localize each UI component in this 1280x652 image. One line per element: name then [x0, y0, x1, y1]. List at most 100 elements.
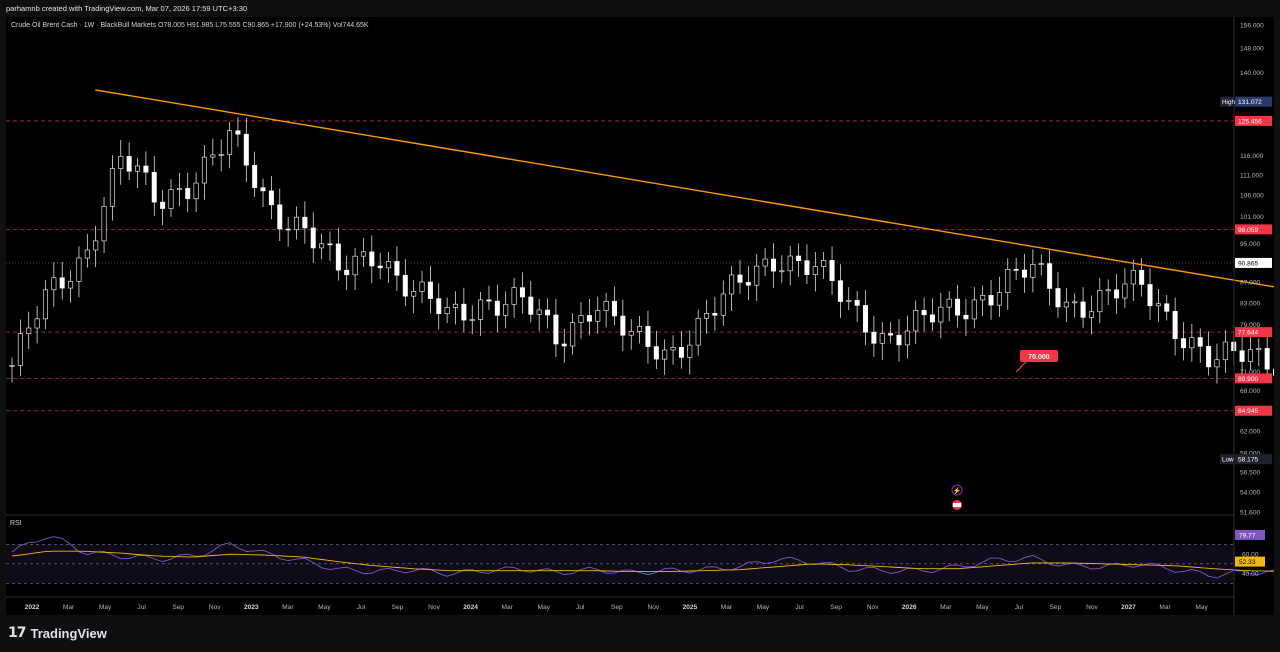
candle-body[interactable] — [143, 165, 149, 173]
candle-body[interactable] — [185, 188, 191, 200]
candle-body[interactable] — [268, 190, 274, 206]
candle-body[interactable] — [1164, 303, 1170, 312]
candle-body[interactable] — [879, 333, 885, 344]
candle-body[interactable] — [1239, 350, 1245, 362]
chart-frame[interactable]: Crude Oil Brent Cash · 1W · BlackBull Ma… — [6, 17, 1280, 615]
candle-body[interactable] — [1072, 301, 1078, 304]
candle-body[interactable] — [1273, 368, 1279, 376]
candle-body[interactable] — [1114, 289, 1120, 299]
candle-body[interactable] — [386, 261, 392, 269]
candle-body[interactable] — [17, 333, 23, 366]
candle-body[interactable] — [863, 305, 869, 333]
candle-body[interactable] — [68, 281, 74, 289]
candle-body[interactable] — [486, 299, 492, 302]
candle-body[interactable] — [578, 315, 584, 323]
candle-body[interactable] — [754, 265, 760, 286]
candle-body[interactable] — [779, 270, 785, 273]
event-icons[interactable]: ⚡ — [951, 484, 963, 510]
candle-body[interactable] — [561, 343, 567, 347]
candle-body[interactable] — [946, 298, 952, 308]
candle-body[interactable] — [888, 333, 894, 336]
candle-body[interactable] — [528, 296, 534, 315]
candle-body[interactable] — [59, 277, 65, 289]
candle-body[interactable] — [687, 344, 693, 358]
candle-body[interactable] — [854, 300, 860, 306]
candle-body[interactable] — [369, 251, 375, 267]
candle-body[interactable] — [762, 258, 768, 267]
price-chart[interactable]: Crude Oil Brent Cash · 1W · BlackBull Ma… — [6, 17, 1280, 615]
candle-body[interactable] — [176, 188, 182, 190]
candle-body[interactable] — [938, 306, 944, 323]
candle-body[interactable] — [971, 299, 977, 320]
candle-body[interactable] — [243, 133, 249, 166]
candle-body[interactable] — [519, 287, 525, 298]
candle-body[interactable] — [1247, 349, 1253, 362]
candle-body[interactable] — [595, 310, 601, 322]
candle-body[interactable] — [980, 295, 986, 301]
candle-body[interactable] — [285, 228, 291, 231]
candle-body[interactable] — [1063, 301, 1069, 308]
candle-body[interactable] — [712, 313, 718, 316]
candle-body[interactable] — [1180, 338, 1186, 349]
candle-body[interactable] — [310, 227, 316, 249]
candle-body[interactable] — [620, 315, 626, 336]
candle-body[interactable] — [720, 293, 726, 316]
candle-body[interactable] — [235, 130, 241, 135]
candle-body[interactable] — [151, 171, 157, 203]
candle-body[interactable] — [586, 315, 592, 322]
candle-body[interactable] — [210, 154, 216, 158]
candle-body[interactable] — [9, 365, 15, 367]
orange-trendline[interactable] — [95, 89, 1280, 410]
candle-body[interactable] — [344, 269, 350, 276]
candle-body[interactable] — [729, 274, 735, 295]
candle-body[interactable] — [913, 310, 919, 332]
candle-body[interactable] — [829, 260, 835, 281]
candle-body[interactable] — [1197, 337, 1203, 347]
candle-body[interactable] — [34, 318, 40, 329]
candle-body[interactable] — [611, 300, 617, 317]
candle-body[interactable] — [84, 249, 90, 259]
candle-body[interactable] — [812, 266, 818, 275]
candle-body[interactable] — [109, 168, 115, 207]
candle-body[interactable] — [1088, 311, 1094, 318]
candle-body[interactable] — [1214, 359, 1220, 368]
candle-body[interactable] — [871, 331, 877, 344]
candle-body[interactable] — [377, 265, 383, 269]
rsi-line[interactable] — [11, 536, 1280, 579]
candle-body[interactable] — [76, 257, 82, 282]
candle-body[interactable] — [135, 165, 141, 172]
candle-body[interactable] — [478, 299, 484, 320]
candle-body[interactable] — [411, 291, 417, 297]
candle-body[interactable] — [536, 309, 542, 315]
rsi-ma-line[interactable] — [11, 550, 1280, 573]
candle-body[interactable] — [1097, 289, 1103, 313]
candle-body[interactable] — [1022, 269, 1028, 278]
candle-body[interactable] — [645, 326, 651, 347]
candle-body[interactable] — [511, 287, 517, 305]
candle-body[interactable] — [352, 255, 358, 276]
candle-body[interactable] — [637, 326, 643, 332]
candle-body[interactable] — [294, 216, 300, 230]
candle-body[interactable] — [1256, 348, 1262, 350]
candle-body[interactable] — [1264, 348, 1270, 370]
candle-body[interactable] — [260, 187, 266, 192]
candle-body[interactable] — [787, 255, 793, 272]
candle-body[interactable] — [494, 300, 500, 316]
candle-body[interactable] — [394, 261, 400, 276]
candle-body[interactable] — [201, 156, 207, 184]
candle-body[interactable] — [678, 347, 684, 358]
candle-body[interactable] — [319, 243, 325, 249]
candle-body[interactable] — [360, 251, 366, 257]
candle-body[interactable] — [427, 281, 433, 299]
candle-body[interactable] — [770, 258, 776, 272]
candle-body[interactable] — [419, 281, 425, 292]
candle-body[interactable] — [469, 319, 475, 321]
candle-body[interactable] — [1155, 303, 1161, 307]
candle-body[interactable] — [1147, 284, 1153, 307]
candle-body[interactable] — [737, 274, 743, 283]
candle-body[interactable] — [168, 189, 174, 209]
candle-body[interactable] — [570, 322, 576, 347]
candle-body[interactable] — [662, 349, 668, 360]
candle-body[interactable] — [1013, 269, 1019, 271]
candle-body[interactable] — [503, 303, 509, 316]
